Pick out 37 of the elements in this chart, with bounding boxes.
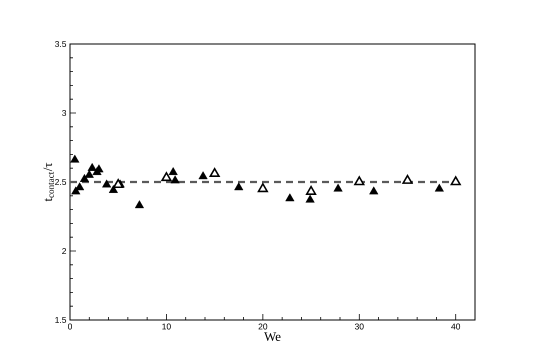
point <box>113 178 124 188</box>
point <box>102 180 112 188</box>
point <box>285 193 294 202</box>
point <box>88 163 97 171</box>
y-tick-label: 2.5 <box>55 179 66 185</box>
point <box>234 182 244 190</box>
point <box>354 176 364 186</box>
point <box>168 167 178 176</box>
x-tick-label: 10 <box>162 324 171 330</box>
point <box>134 200 144 208</box>
point <box>258 183 268 192</box>
point <box>161 172 172 182</box>
point <box>84 170 94 178</box>
point <box>80 174 89 182</box>
point <box>306 194 315 203</box>
point <box>108 185 118 193</box>
point <box>94 164 104 172</box>
point <box>170 175 180 184</box>
point <box>70 154 80 163</box>
point <box>450 176 461 186</box>
y-tick-label: 3 <box>62 110 66 116</box>
point <box>434 184 444 192</box>
point <box>198 171 208 180</box>
y-tick-label: 3.5 <box>55 41 66 47</box>
x-tick-label: 0 <box>68 324 72 330</box>
point <box>369 186 378 194</box>
x-tick-label: 30 <box>354 324 364 330</box>
point <box>210 168 220 178</box>
x-tick-label: 20 <box>258 324 268 330</box>
x-axis-title: We <box>264 332 281 342</box>
point <box>402 174 413 184</box>
y-axis-title: t$_{contact}$/τ <box>43 162 54 202</box>
x-tick-label: 40 <box>451 324 460 330</box>
y-tick-label: 2 <box>62 248 66 254</box>
point <box>334 184 343 192</box>
point <box>306 186 316 195</box>
y-tick-label: 1.5 <box>55 317 66 323</box>
